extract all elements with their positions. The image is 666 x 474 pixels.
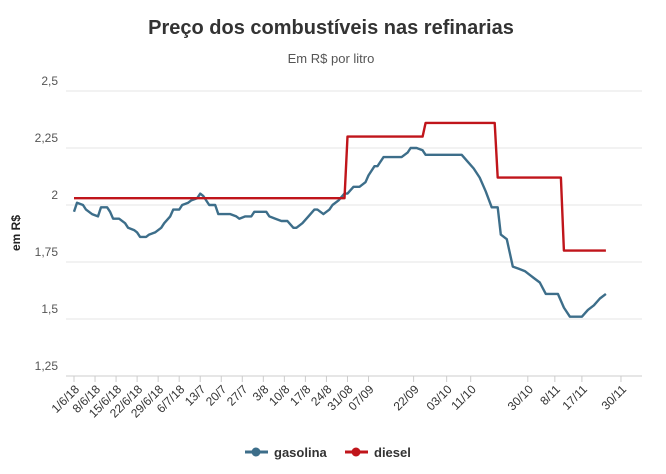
x-tick-label: 30/11	[599, 382, 630, 413]
y-tick-label: 1,75	[35, 245, 59, 259]
y-tick-label: 2	[51, 188, 58, 202]
x-tick-label: 22/09	[391, 382, 422, 413]
x-tick-label: 17/11	[560, 382, 591, 413]
legend-marker-gasolina	[251, 447, 261, 457]
legend-label-diesel: diesel	[374, 445, 411, 460]
legend-label-gasolina: gasolina	[274, 445, 328, 460]
y-axis-ticks: 1,25 1,5 1,75 2 2,25 2,5	[35, 74, 59, 373]
y-axis-label: em R$	[9, 215, 23, 251]
x-tick-label: 8/11	[537, 382, 563, 408]
x-axis-ticks: 1/6/188/6/1815/6/1822/6/1829/6/186/7/181…	[49, 376, 630, 420]
x-tick-label: 17/8	[287, 382, 314, 409]
y-tick-label: 1,5	[41, 302, 58, 316]
x-tick-label: 03/10	[424, 382, 455, 413]
x-tick-label: 13/7	[182, 382, 209, 409]
legend-item-gasolina[interactable]: gasolina	[245, 445, 328, 460]
x-tick-label: 10/8	[266, 382, 293, 409]
y-tick-label: 1,25	[35, 359, 59, 373]
chart-subtitle: Em R$ por litro	[288, 51, 375, 66]
series-lines	[72, 121, 607, 318]
legend-marker-diesel	[351, 447, 361, 457]
y-tick-label: 2,5	[41, 74, 58, 88]
chart-title: Preço dos combustíveis nas refinarias	[148, 17, 514, 39]
series-line-gasolina	[72, 146, 607, 318]
legend[interactable]: gasolina diesel	[245, 445, 411, 460]
x-tick-label: 20/7	[203, 382, 230, 409]
y-tick-label: 2,25	[35, 131, 59, 145]
x-tick-label: 11/10	[448, 382, 479, 413]
x-tick-label: 27/7	[224, 382, 251, 409]
legend-item-diesel[interactable]: diesel	[345, 445, 411, 460]
x-tick-label: 30/10	[505, 382, 536, 413]
series-line-diesel	[74, 121, 606, 252]
grid	[66, 90, 642, 377]
x-tick-label: 07/09	[346, 382, 377, 413]
